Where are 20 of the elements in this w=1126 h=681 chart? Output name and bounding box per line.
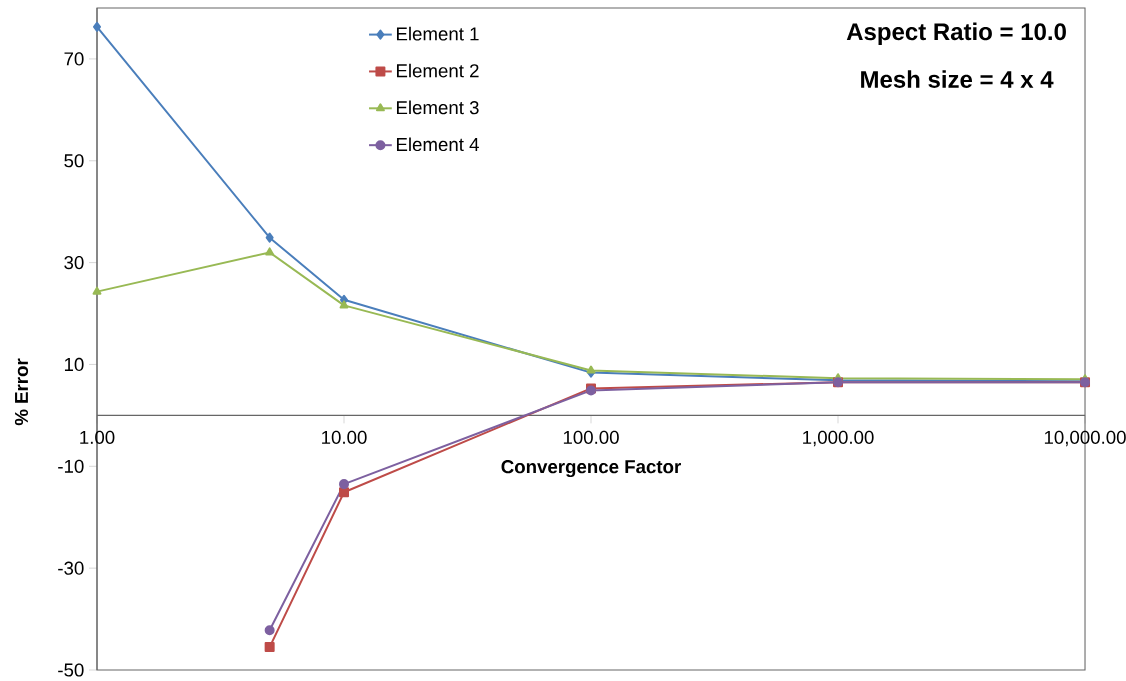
legend-label: Element 1: [396, 26, 479, 41]
x-tick-label: 10.00: [322, 430, 367, 444]
y-tick-label: 50: [64, 154, 84, 168]
annotation: Mesh size = 4 x 4: [861, 70, 1054, 88]
y-axis-title: % Error: [14, 358, 29, 426]
x-tick-label: 10,000.00: [1044, 430, 1126, 447]
annotation: Aspect Ratio = 10.0: [846, 22, 1066, 45]
x-tick-label: 1.00: [80, 430, 115, 444]
legend-label: Element 4: [396, 137, 479, 152]
y-tick-label: -50: [58, 663, 84, 677]
y-tick-label: 70: [64, 52, 84, 66]
legend-label: Element 3: [396, 100, 479, 115]
y-tick-label: 10: [64, 357, 84, 372]
x-tick-label: 100.00: [563, 430, 619, 444]
y-tick-label: -10: [58, 459, 84, 473]
legend-label: Element 2: [396, 63, 479, 78]
x-axis-title: Convergence Factor: [501, 460, 681, 478]
y-tick-label: -30: [58, 561, 84, 575]
y-tick-label: 30: [64, 255, 84, 270]
x-tick-label: 1,000.00: [803, 430, 874, 447]
